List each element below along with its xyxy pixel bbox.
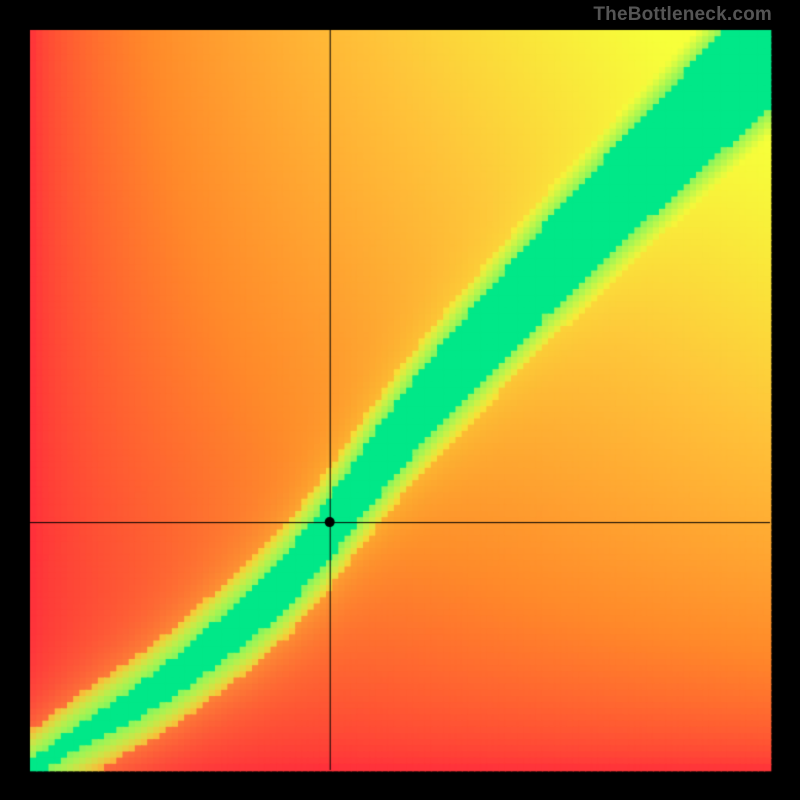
watermark-text: TheBottleneck.com: [593, 4, 772, 26]
bottleneck-heatmap: [0, 0, 800, 800]
